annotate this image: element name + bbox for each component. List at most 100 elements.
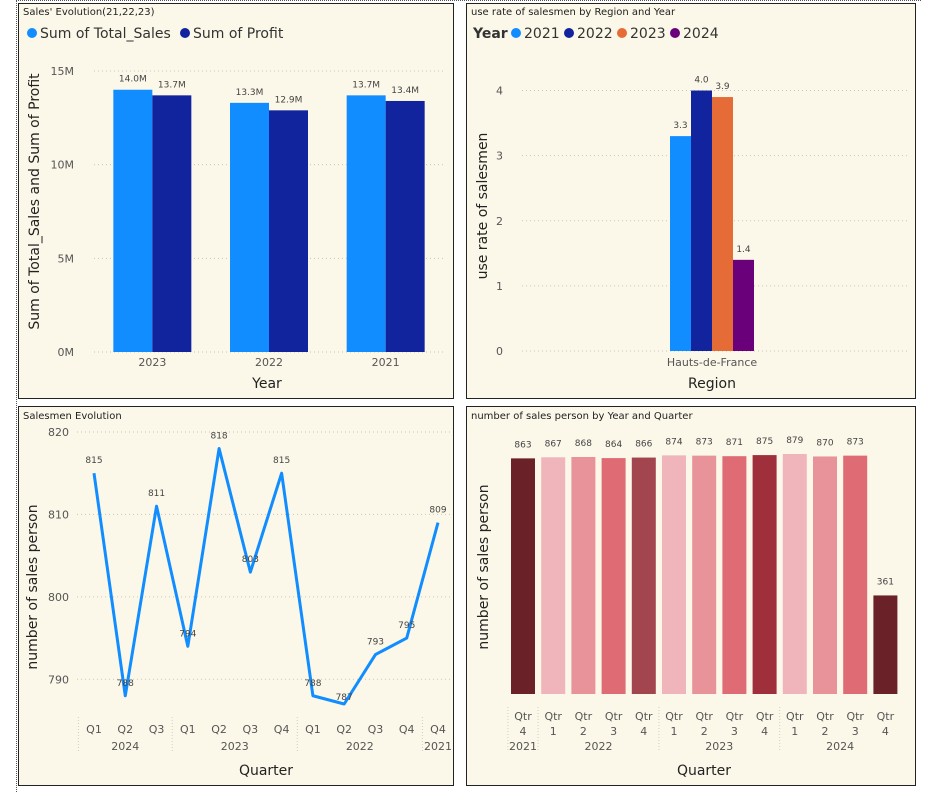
data-label: 795: [398, 621, 415, 631]
data-label: 14.0M: [119, 75, 147, 85]
data-label: 13.4M: [391, 86, 419, 96]
bar[interactable]: [571, 457, 596, 694]
series-line[interactable]: [92, 446, 440, 706]
x-tick-label-line2: 4: [761, 725, 768, 738]
data-label: 13.7M: [352, 80, 380, 90]
bar-2022[interactable]: [691, 90, 712, 351]
bar-sum-of-profit[interactable]: [269, 110, 308, 352]
bar-sum-of-profit[interactable]: [385, 100, 425, 353]
x-tick-label-line2: 2: [822, 725, 829, 738]
x-tick-label-line1: Qtr: [695, 710, 713, 723]
bar-sum-of-profit[interactable]: [152, 95, 192, 352]
data-label: 818: [210, 431, 227, 441]
group-label: 2024: [826, 740, 854, 753]
group-label: 2022: [585, 740, 613, 753]
bar[interactable]: [782, 454, 807, 694]
x-tick-label: Q3: [149, 723, 165, 736]
data-label: 788: [117, 679, 134, 689]
bar-sum-of-total_sales[interactable]: [346, 95, 386, 352]
data-label: 809: [429, 506, 446, 516]
x-tick-label-line2: 4: [520, 725, 527, 738]
bar[interactable]: [541, 457, 566, 694]
x-tick-label: 2021: [372, 356, 400, 369]
bar[interactable]: [873, 595, 898, 694]
data-label: 875: [756, 437, 773, 447]
x-tick-label-line2: 2: [701, 725, 708, 738]
group-label: 2023: [705, 740, 733, 753]
x-tick-label: Q1: [180, 723, 196, 736]
y-tick-label: 790: [48, 673, 69, 686]
legend-label-3[interactable]: 2024: [683, 26, 719, 42]
bar[interactable]: [722, 456, 747, 694]
legend-label-1[interactable]: 2022: [577, 26, 613, 42]
bar[interactable]: [752, 455, 777, 694]
legend-marker-2: [617, 28, 627, 38]
x-tick-label-line2: 1: [671, 725, 678, 738]
data-label: 13.3M: [236, 88, 264, 98]
x-tick-label-line1: Qtr: [544, 710, 562, 723]
x-axis-title: Region: [688, 376, 736, 392]
x-tick-label: Q1: [86, 723, 102, 736]
y-tick-label: 810: [48, 508, 69, 521]
bar-2023[interactable]: [712, 97, 733, 351]
bar[interactable]: [662, 455, 686, 694]
bar[interactable]: [843, 455, 868, 694]
data-label: 12.9M: [275, 95, 303, 105]
x-tick-label: Q2: [117, 723, 133, 736]
legend-marker-1: [180, 28, 190, 38]
y-tick-label: 4: [496, 85, 503, 98]
legend-label-2[interactable]: 2023: [630, 26, 666, 42]
x-tick-label-line1: Qtr: [635, 710, 653, 723]
x-tick-label-line1: Qtr: [756, 710, 774, 723]
x-axis-title: Year: [251, 376, 282, 392]
bar-sum-of-total_sales[interactable]: [230, 102, 269, 352]
use-rate-chart[interactable]: use rate of salesmen by Region and Year Y…: [466, 3, 916, 399]
data-label: 868: [575, 439, 592, 449]
bar[interactable]: [511, 458, 535, 694]
x-tick-label-line1: Qtr: [665, 710, 683, 723]
data-label: 361: [877, 577, 894, 587]
legend-label-0[interactable]: 2021: [524, 26, 560, 42]
sales-evolution-chart[interactable]: Sales' Evolution(21,22,23) Sum of Total_S…: [18, 3, 454, 399]
legend-marker-1: [564, 28, 574, 38]
x-tick-label-line1: Qtr: [514, 710, 532, 723]
x-tick-label: Q1: [305, 723, 321, 736]
sales-person-by-quarter-svg: number of sales person by Year and Quart…: [471, 411, 898, 779]
x-tick-label: Q4: [399, 723, 415, 736]
data-label: 815: [85, 456, 102, 466]
legend-label-1[interactable]: Sum of Profit: [193, 26, 284, 42]
x-tick-label: 2022: [255, 356, 283, 369]
y-axis-title: number of sales person: [476, 484, 492, 649]
group-label: 2022: [346, 740, 374, 753]
data-label: 867: [545, 439, 562, 449]
sales-person-by-quarter-chart[interactable]: number of sales person by Year and Quart…: [466, 406, 916, 786]
y-tick-label: 15M: [51, 65, 75, 78]
bar[interactable]: [631, 457, 656, 694]
x-tick-label-line1: Qtr: [575, 710, 593, 723]
x-tick-label-line1: Qtr: [816, 710, 834, 723]
x-tick-label-line1: Qtr: [877, 710, 895, 723]
y-tick-label: 0M: [58, 346, 75, 359]
data-label: 787: [336, 693, 353, 703]
bar-2024[interactable]: [733, 259, 754, 351]
y-tick-label: 800: [48, 591, 69, 604]
x-tick-label: Q2: [211, 723, 227, 736]
group-label: 2023: [221, 740, 249, 753]
x-tick-label: Q3: [368, 723, 384, 736]
bar[interactable]: [692, 455, 717, 694]
x-tick-label-line1: Qtr: [605, 710, 623, 723]
x-tick-label-line2: 3: [731, 725, 738, 738]
bar-sum-of-total_sales[interactable]: [113, 89, 153, 352]
bar-2021[interactable]: [670, 136, 691, 351]
bar[interactable]: [813, 456, 837, 694]
group-label: 2021: [509, 740, 537, 753]
x-tick-label-line2: 4: [882, 725, 889, 738]
y-tick-label: 0: [496, 345, 503, 358]
data-label: 3.3: [673, 121, 687, 131]
bar[interactable]: [601, 458, 626, 694]
data-label: 815: [273, 456, 290, 466]
salesmen-evolution-chart[interactable]: Salesmen Evolution 790 800 810 820 815 Q1 788 Q2…: [18, 406, 454, 786]
x-tick-label-line2: 1: [791, 725, 798, 738]
legend-label-0[interactable]: Sum of Total_Sales: [40, 26, 171, 42]
x-tick-label-line2: 4: [640, 725, 647, 738]
